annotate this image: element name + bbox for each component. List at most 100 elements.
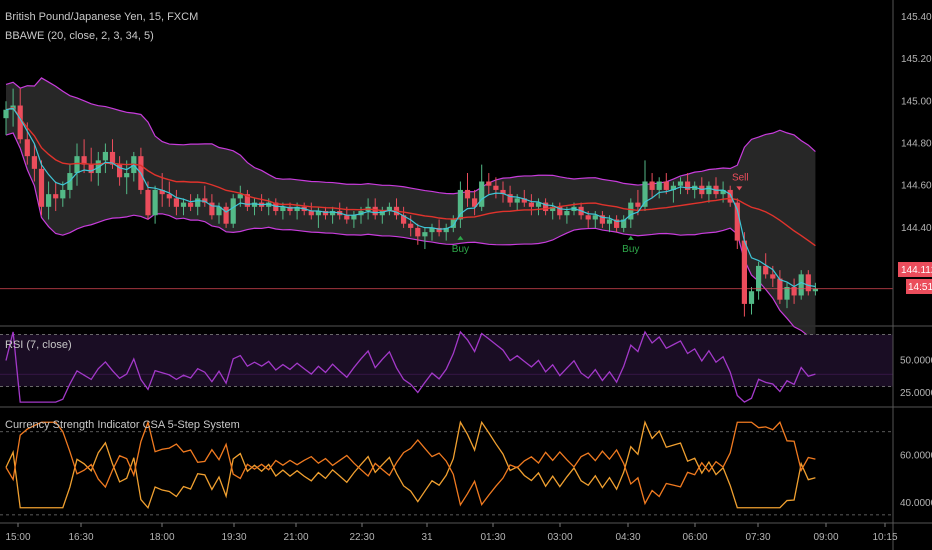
candle[interactable] bbox=[415, 223, 421, 245]
candle[interactable] bbox=[429, 223, 435, 241]
candle[interactable] bbox=[102, 143, 108, 174]
rsi-panel[interactable]: 50.0000 25.0000 bbox=[0, 330, 932, 403]
candle[interactable] bbox=[124, 160, 130, 195]
candle[interactable] bbox=[734, 198, 740, 250]
candle[interactable] bbox=[202, 185, 208, 207]
candle[interactable] bbox=[479, 164, 485, 212]
candle[interactable] bbox=[628, 198, 634, 228]
candle[interactable] bbox=[223, 202, 229, 228]
candle[interactable] bbox=[401, 206, 407, 228]
candle-body bbox=[401, 215, 407, 224]
candle[interactable] bbox=[656, 177, 662, 199]
candle[interactable] bbox=[330, 206, 336, 224]
candle[interactable] bbox=[791, 278, 797, 304]
candle-body bbox=[31, 156, 37, 169]
candle-body bbox=[770, 274, 776, 279]
time-axis[interactable]: 15:00 16:30 18:00 19:30 21:00 22:30 31 01:30 03:… bbox=[5, 523, 898, 543]
candle[interactable] bbox=[777, 270, 783, 304]
candle[interactable] bbox=[457, 181, 463, 228]
candle[interactable] bbox=[322, 206, 329, 220]
candle[interactable] bbox=[74, 143, 80, 186]
candle[interactable] bbox=[230, 194, 236, 228]
candle[interactable] bbox=[408, 215, 414, 237]
candle[interactable] bbox=[372, 198, 378, 220]
candle[interactable] bbox=[443, 223, 449, 241]
candle[interactable] bbox=[3, 101, 9, 136]
candle[interactable] bbox=[599, 211, 605, 228]
time-tick-label: 03:00 bbox=[547, 532, 572, 543]
candle[interactable] bbox=[727, 185, 733, 207]
candle-body bbox=[557, 206, 563, 216]
candle[interactable] bbox=[315, 206, 321, 228]
candle[interactable] bbox=[31, 143, 37, 182]
candle[interactable] bbox=[166, 181, 172, 207]
candle[interactable] bbox=[748, 287, 755, 315]
candle[interactable] bbox=[493, 177, 499, 199]
candle[interactable] bbox=[670, 181, 676, 203]
candle[interactable] bbox=[464, 173, 471, 207]
candle[interactable] bbox=[500, 181, 506, 203]
candle[interactable] bbox=[741, 232, 747, 317]
candle[interactable] bbox=[543, 198, 549, 216]
candle[interactable] bbox=[798, 270, 804, 300]
candle[interactable] bbox=[152, 185, 158, 224]
candle-body bbox=[429, 227, 435, 233]
candle[interactable] bbox=[17, 88, 23, 144]
candle[interactable] bbox=[472, 189, 478, 216]
candle[interactable] bbox=[436, 219, 442, 237]
candle[interactable] bbox=[81, 139, 87, 174]
candle-body bbox=[706, 185, 712, 195]
candle[interactable] bbox=[209, 194, 215, 220]
candle[interactable] bbox=[784, 282, 790, 309]
candle[interactable] bbox=[117, 156, 123, 186]
candle[interactable] bbox=[685, 173, 691, 195]
candle-body bbox=[53, 194, 59, 199]
time-tick-label: 21:00 bbox=[283, 532, 308, 543]
candle-body bbox=[472, 198, 478, 207]
time-tick-label: 16:30 bbox=[68, 532, 93, 543]
candle[interactable] bbox=[614, 215, 620, 233]
candle[interactable] bbox=[756, 261, 762, 300]
candle[interactable] bbox=[251, 198, 258, 216]
candle[interactable] bbox=[53, 181, 59, 212]
candle[interactable] bbox=[706, 181, 712, 203]
candle[interactable] bbox=[351, 211, 357, 228]
candle[interactable] bbox=[486, 173, 492, 195]
price-tick-label: 144.800 bbox=[901, 139, 932, 150]
candle[interactable] bbox=[280, 202, 286, 220]
candle[interactable] bbox=[386, 202, 392, 216]
candle[interactable] bbox=[528, 194, 534, 216]
candle[interactable] bbox=[535, 198, 542, 216]
candle-body bbox=[251, 202, 258, 207]
candle-body bbox=[415, 227, 421, 237]
candle-body bbox=[308, 211, 314, 216]
candle[interactable] bbox=[180, 198, 187, 216]
candle[interactable] bbox=[649, 173, 655, 199]
candle[interactable] bbox=[38, 160, 45, 216]
candle[interactable] bbox=[450, 215, 456, 233]
candle[interactable] bbox=[24, 122, 30, 165]
candle-body bbox=[592, 215, 598, 220]
candle[interactable] bbox=[692, 181, 698, 199]
candle[interactable] bbox=[805, 270, 811, 296]
candle[interactable] bbox=[195, 194, 201, 216]
candle[interactable] bbox=[763, 253, 769, 279]
candle[interactable] bbox=[379, 206, 385, 224]
candle-body bbox=[763, 265, 769, 275]
candle[interactable] bbox=[663, 173, 669, 195]
candle[interactable] bbox=[244, 189, 250, 212]
candle[interactable] bbox=[422, 227, 428, 250]
csi-panel[interactable]: 60.0000 40.0000 bbox=[0, 420, 932, 516]
candle[interactable] bbox=[812, 282, 818, 296]
candle-body bbox=[95, 160, 101, 174]
candle[interactable] bbox=[60, 181, 66, 207]
candle[interactable] bbox=[677, 177, 684, 195]
candle[interactable] bbox=[173, 189, 179, 216]
candle[interactable] bbox=[46, 181, 52, 220]
candle[interactable] bbox=[557, 202, 563, 220]
candle[interactable] bbox=[188, 194, 194, 212]
candle[interactable] bbox=[95, 151, 101, 186]
price-tick-label: 145.400 bbox=[901, 12, 932, 23]
candle[interactable] bbox=[621, 215, 627, 233]
